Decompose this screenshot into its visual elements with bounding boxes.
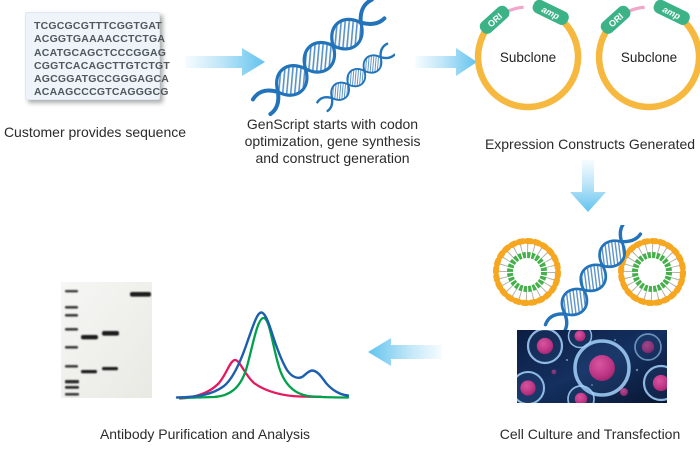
sequence-box: TCGCGCGTTTCGGTGAT ACGGTGAAAACCTCTGA ACAT…: [25, 12, 170, 100]
sequence-line: ACGGTGAAAACCTCTGA: [34, 33, 166, 46]
plasmid-1: ORI amp Subclone: [474, 0, 582, 111]
liposome-icon: [496, 241, 558, 303]
curve-green: [178, 316, 350, 400]
label-cell-culture-transfection: Cell Culture and Transfection: [499, 426, 681, 442]
gel-electrophoresis-image: [61, 282, 152, 398]
sequence-line: ACAAGCCCGTCAGGGCG: [34, 86, 169, 99]
ori-marker: ORI: [600, 5, 631, 34]
sequence-line: AGCGGATGCCGGGAGCA: [34, 73, 170, 86]
cell-culture-image: [517, 330, 667, 403]
curve-pink: [178, 358, 323, 400]
sequence-line: CGGTCACAGCTTGTCTGT: [34, 59, 170, 72]
label-expression-constructs: Expression Constructs Generated: [484, 136, 696, 152]
dna-helix-icon: [240, 0, 395, 118]
curve-blue: [175, 311, 350, 399]
ori-marker: ORI: [479, 5, 510, 34]
arrow-right-icon: [185, 48, 265, 76]
label-line: GenScript starts with codon: [246, 116, 419, 132]
arrow-right-icon: [415, 48, 477, 76]
amp-marker: amp: [532, 0, 569, 25]
label-antibody-purification: Antibody Purification and Analysis: [99, 426, 311, 442]
amp-marker: amp: [653, 0, 690, 25]
plasmid-2: ORI amp Subclone: [595, 0, 700, 111]
arrow-down-icon: [570, 160, 606, 212]
plasmid-name: Subclone: [500, 50, 556, 65]
label-line: optimization, gene synthesis: [244, 133, 421, 149]
label-line: and construct generation: [255, 150, 410, 166]
gel-ladder-lane: [65, 290, 79, 396]
liposome-icon: [621, 241, 683, 303]
arrow-left-icon: [368, 338, 442, 366]
transfection-illustration: [490, 225, 700, 330]
gel-sample-bands: [81, 292, 151, 374]
sequence-line: ACATGCAGCTCCCGGAG: [34, 46, 167, 59]
plasmid-diagram: ORI amp Subclone ORI amp Subclone: [474, 0, 700, 111]
sequence-line: TCGCGCGTTTCGGTGAT: [34, 20, 163, 32]
label-customer-provides-sequence: Customer provides sequence: [3, 124, 187, 140]
chromatogram-chart: [175, 311, 350, 400]
label-genscript-synthesis: GenScript starts with codon optimization…: [235, 116, 430, 167]
plasmid-name: Subclone: [621, 50, 677, 65]
